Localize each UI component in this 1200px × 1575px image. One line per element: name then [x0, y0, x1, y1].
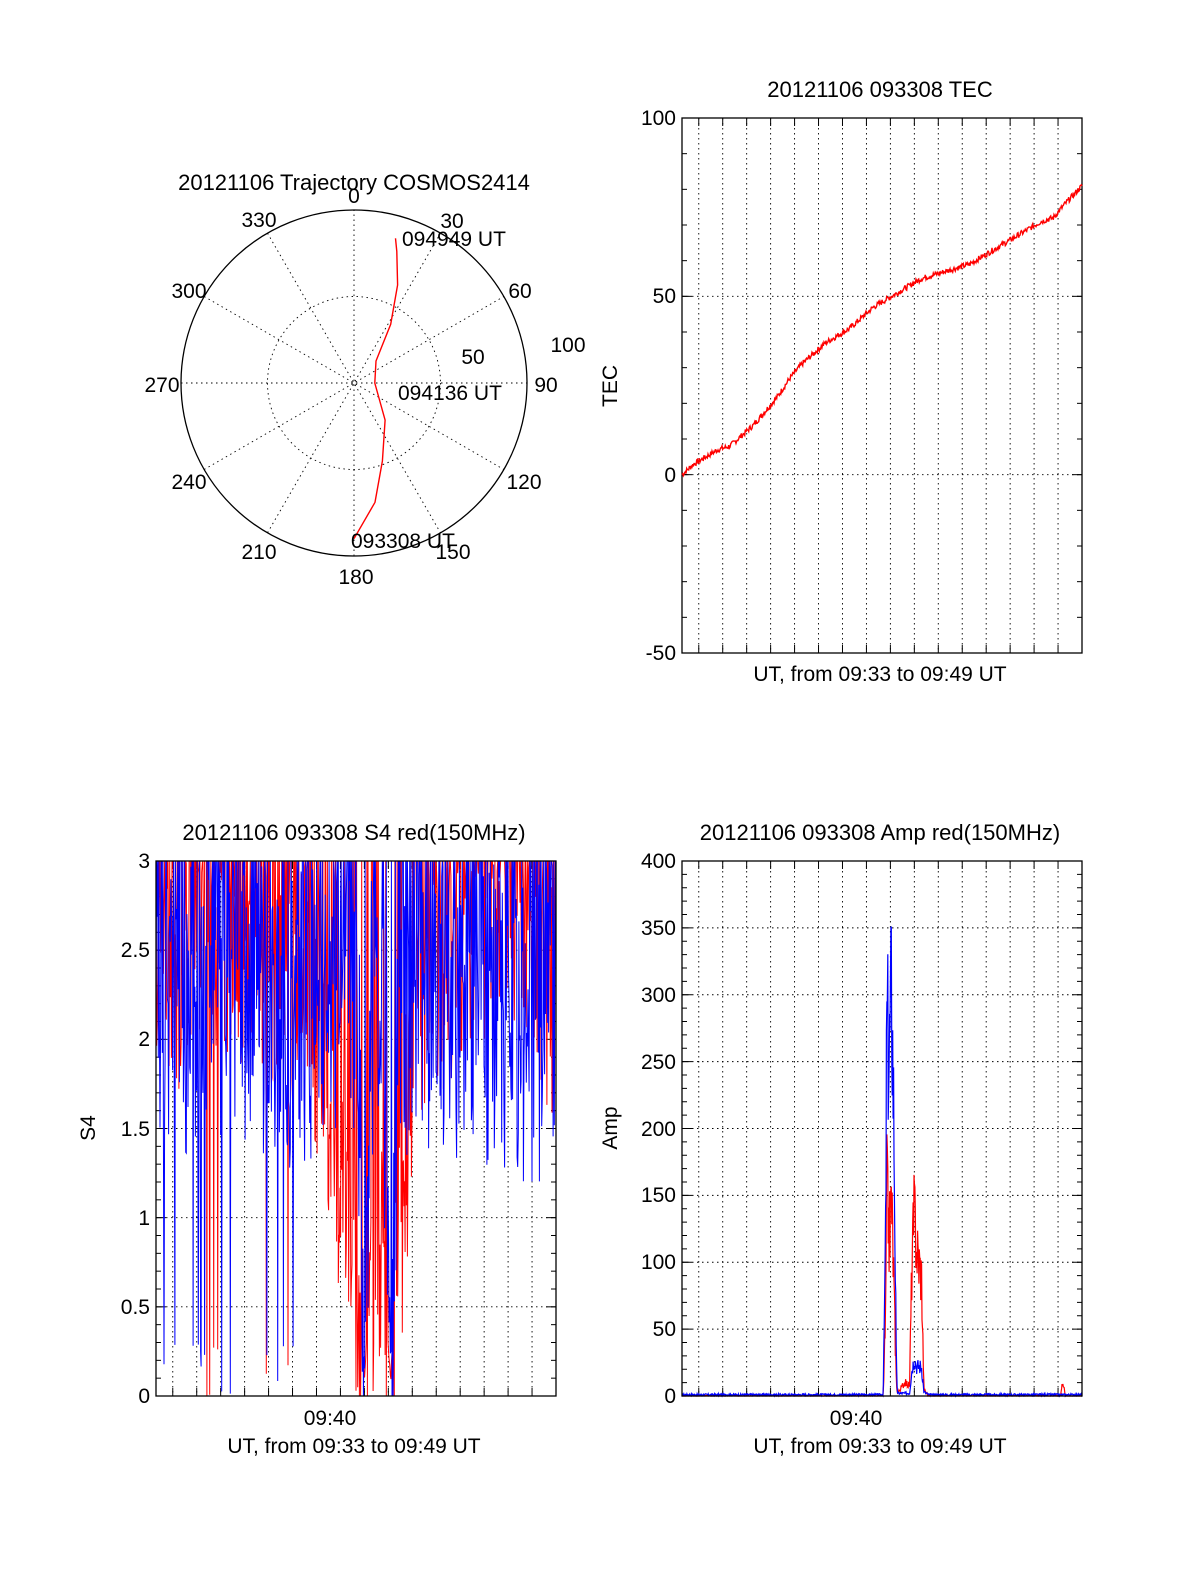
amp-ytick-label: 250	[641, 1051, 676, 1074]
tec-y-axis-label: TEC	[599, 365, 622, 407]
amp-xtick-label: 09:40	[830, 1407, 883, 1430]
polar-trajectory-line	[353, 238, 399, 540]
angle-label-300: 300	[171, 280, 206, 303]
amp-ytick-label: 150	[641, 1184, 676, 1207]
angle-label-0: 0	[348, 185, 360, 208]
amp-ytick-label: 400	[641, 850, 676, 873]
tec-axes-frame	[681, 117, 1083, 654]
tec-x-axis-label: UT, from 09:33 to 09:49 UT	[753, 663, 1006, 686]
polar-title: 20121106 Trajectory COSMOS2414	[178, 170, 530, 195]
amp-gridlines	[682, 860, 1082, 1397]
s4-y-ticks: 0 0.5 1 1.5 2 2.5 3	[121, 850, 150, 1408]
s4-x-axis-label: UT, from 09:33 to 09:49 UT	[227, 1435, 480, 1458]
tec-ytick-label: 100	[641, 107, 676, 130]
tec-ytick-label: 50	[653, 285, 676, 308]
s4-axes-frame	[155, 860, 557, 1397]
s4-ytick-label: 0	[138, 1385, 150, 1408]
amp-ytick-label: 50	[653, 1318, 676, 1341]
tec-title: 20121106 093308 TEC	[767, 77, 993, 102]
angle-label-30: 30	[440, 210, 463, 233]
s4-ytick-label: 0.5	[121, 1296, 150, 1319]
amp-title: 20121106 093308 Amp red(150MHz)	[700, 820, 1060, 845]
angle-label-210: 210	[241, 541, 276, 564]
s4-ytick-label: 1.5	[121, 1118, 150, 1141]
tec-ytick-label: 0	[664, 464, 676, 487]
angle-label-60: 60	[508, 280, 531, 303]
amp-ytick-label: 100	[641, 1251, 676, 1274]
amp-ytick-label: 0	[664, 1385, 676, 1408]
angle-label-180: 180	[338, 566, 373, 589]
amp-x-axis-label: UT, from 09:33 to 09:49 UT	[753, 1435, 1006, 1458]
angle-label-150: 150	[435, 541, 470, 564]
tec-ytick-label: -50	[646, 642, 676, 665]
s4-ytick-label: 1	[138, 1207, 150, 1230]
amp-ytick-label: 350	[641, 917, 676, 940]
s4-ytick-label: 2.5	[121, 939, 150, 962]
s4-ytick-label: 2	[138, 1028, 150, 1051]
s4-ytick-label: 3	[138, 850, 150, 873]
polar-trajectory-panel: 20121106 Trajectory COSMOS2414 0 30 60 9…	[144, 170, 585, 589]
amp-y-ticks: 0 50 100 150 200 250 300 350 400	[641, 850, 676, 1408]
angle-label-120: 120	[506, 471, 541, 494]
amp-red-series	[681, 1134, 1083, 1398]
radial-label-50: 50	[461, 346, 484, 369]
tec-series-line	[681, 183, 1083, 478]
tec-panel: 20121106 093308 TEC -50 0 50 100 TEC UT,…	[599, 77, 1083, 686]
amp-y-axis-label: Amp	[599, 1106, 622, 1149]
s4-title: 20121106 093308 S4 red(150MHz)	[182, 820, 525, 845]
s4-y-axis-label: S4	[77, 1115, 100, 1141]
amp-ytick-label: 300	[641, 984, 676, 1007]
tec-gridlines	[682, 117, 1082, 654]
annotation-end-time: 094949 UT	[402, 228, 506, 251]
tec-y-ticks: -50 0 50 100	[641, 107, 676, 665]
angle-label-270: 270	[144, 374, 179, 397]
radial-label-100: 100	[550, 334, 585, 357]
amp-blue-series	[681, 926, 1083, 1398]
polar-angle-labels: 0 30 60 90 120 150 180 210 240 270 300 3…	[144, 185, 557, 589]
amp-panel: 20121106 093308 Amp red(150MHz) 0 50 100…	[599, 820, 1083, 1458]
s4-panel: 20121106 093308 S4 red(150MHz) 0 0.5 1 1…	[77, 820, 557, 1458]
amp-ytick-label: 200	[641, 1118, 676, 1141]
s4-xtick-label: 09:40	[304, 1407, 357, 1430]
angle-label-330: 330	[241, 209, 276, 232]
angle-label-90: 90	[534, 374, 557, 397]
amp-axes-frame	[681, 860, 1083, 1397]
annotation-start-time: 093308 UT	[351, 530, 455, 553]
annotation-mid-time: 094136 UT	[398, 382, 502, 405]
angle-label-240: 240	[171, 471, 206, 494]
